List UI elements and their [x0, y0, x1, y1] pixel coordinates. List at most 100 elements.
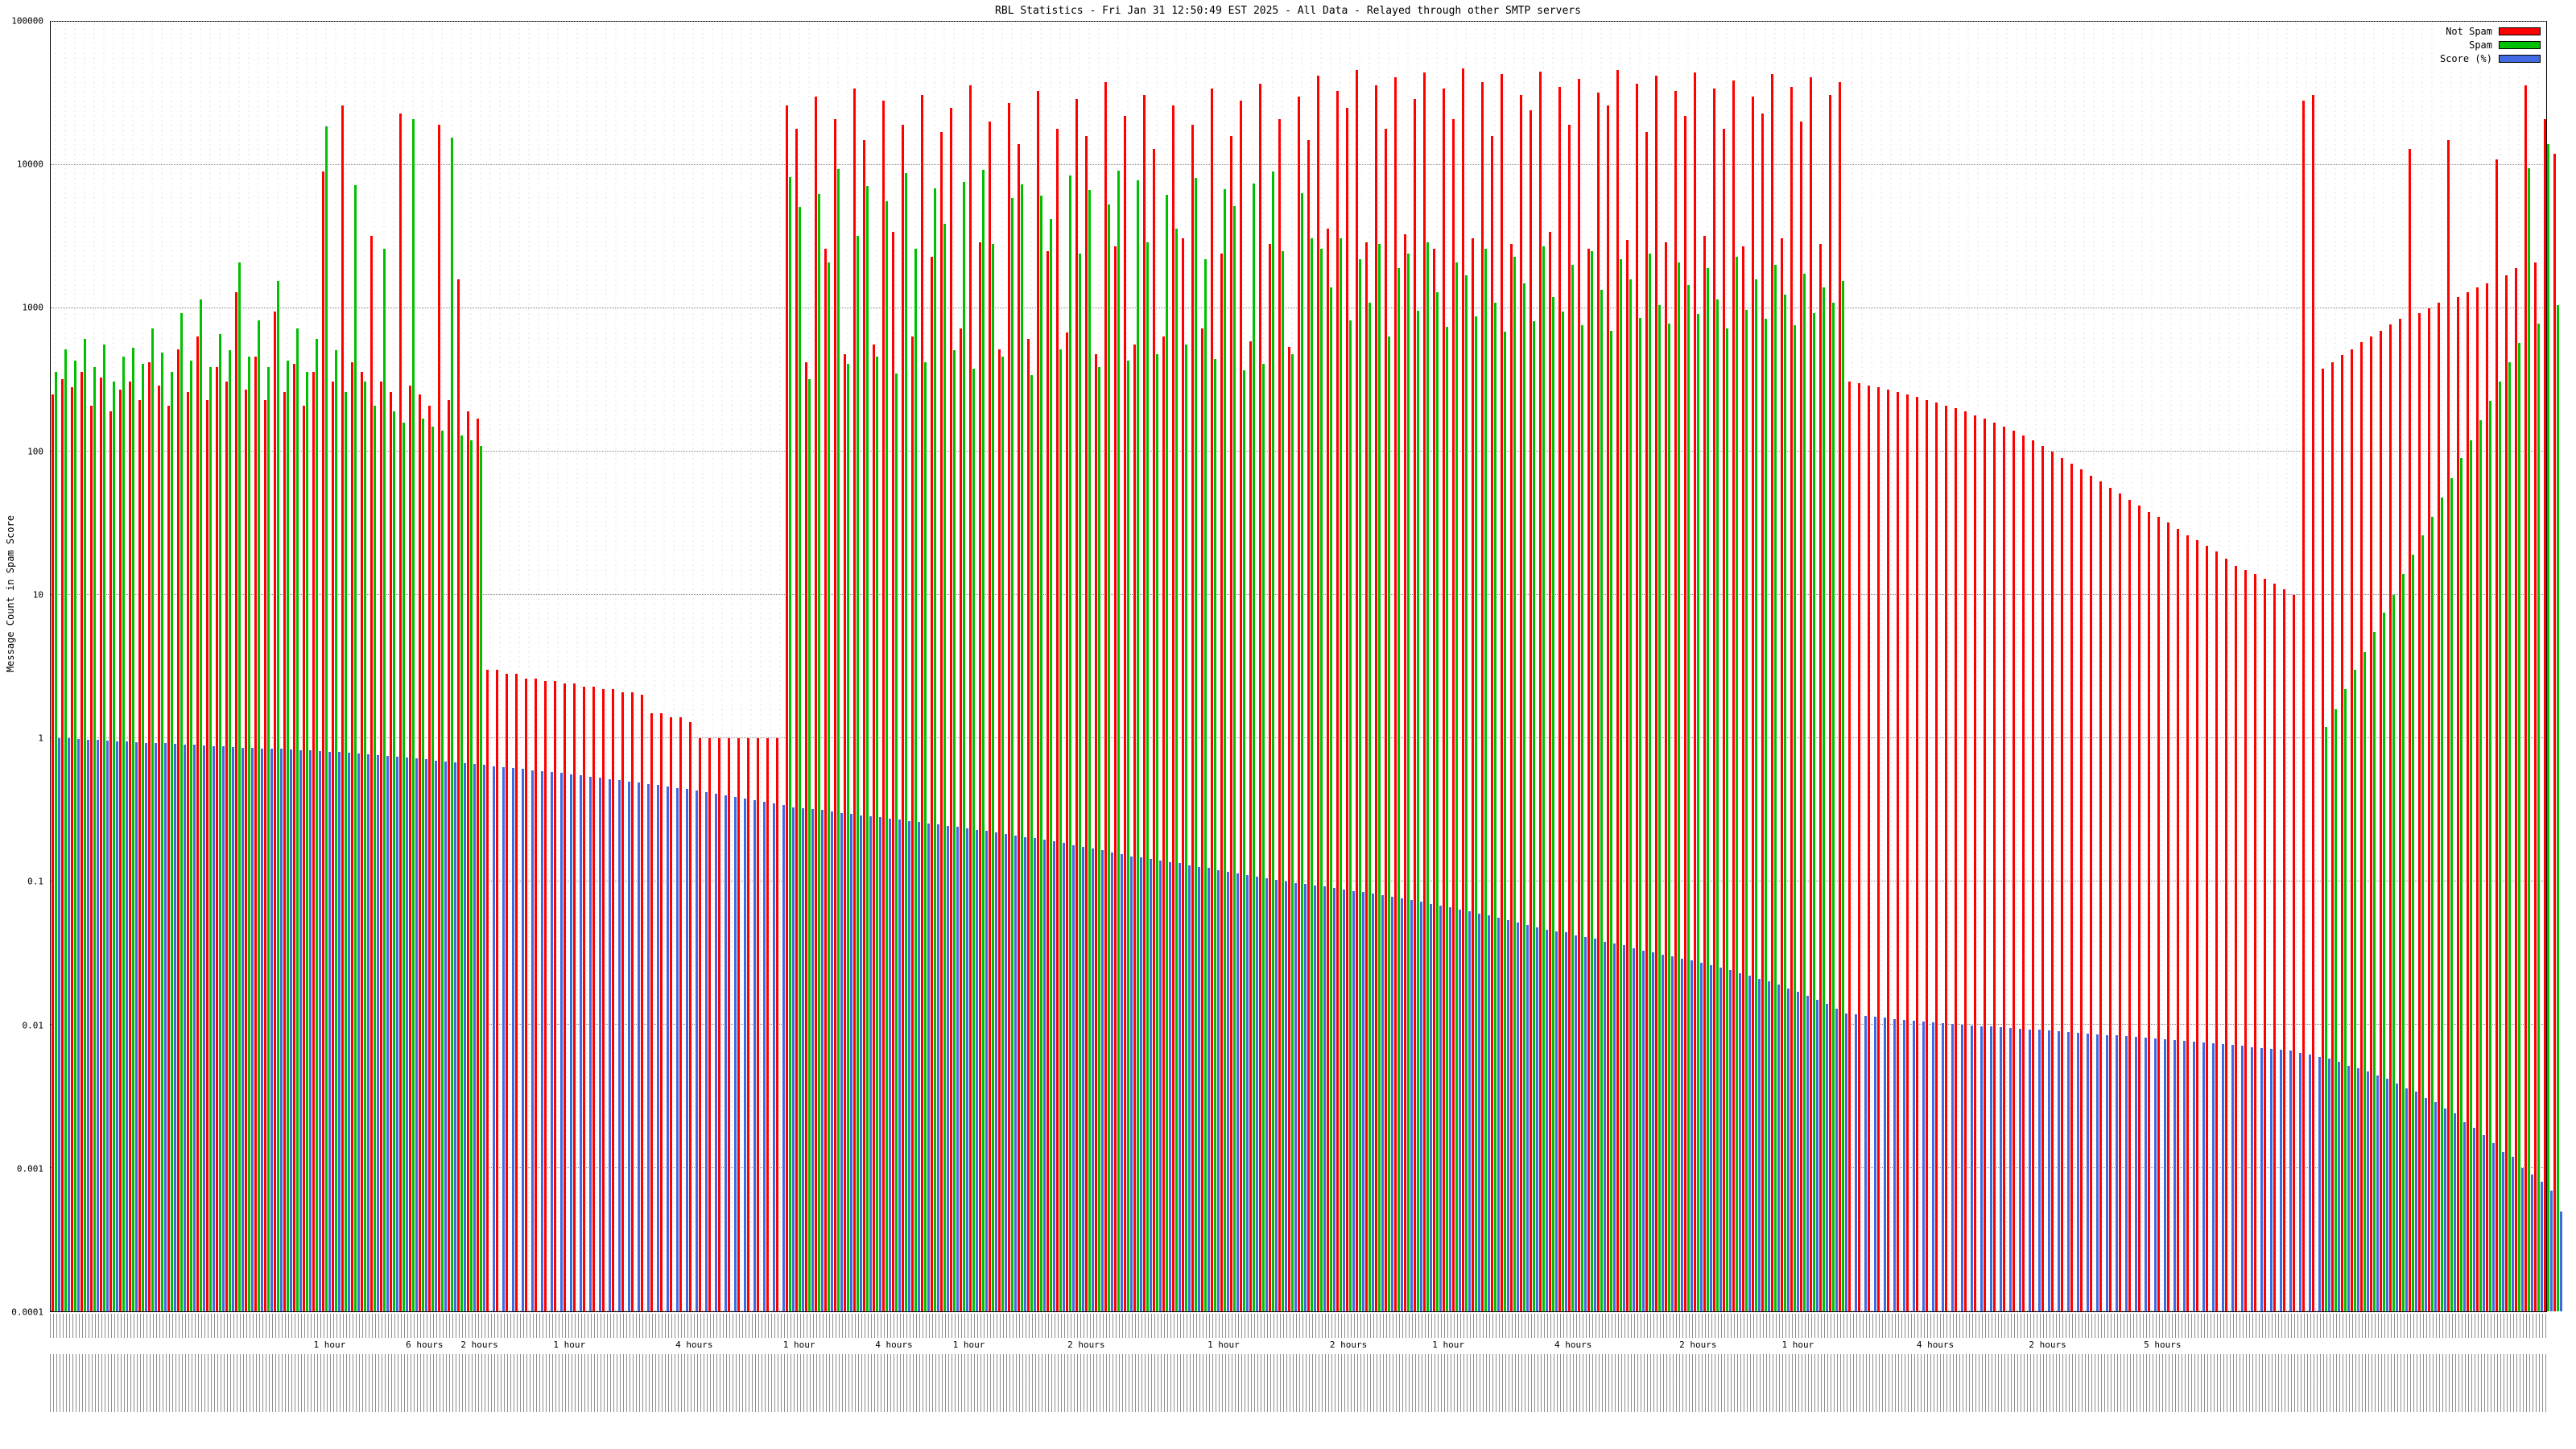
bar-score [1179, 863, 1181, 1311]
bar-group [1896, 22, 1905, 1311]
bar-score [2357, 1067, 2359, 1311]
bar-group [1007, 22, 1017, 1311]
bar-group [1239, 22, 1249, 1311]
bar-group [1432, 22, 1442, 1311]
bar-not-spam [206, 399, 208, 1311]
bar-score [1594, 938, 1596, 1311]
hour-marker-label: 2 hours [1329, 1340, 1368, 1350]
bar-not-spam [1298, 97, 1300, 1311]
bar-not-spam [177, 349, 180, 1311]
bar-group [1422, 22, 1432, 1311]
bar-group [1761, 22, 1770, 1311]
bar-not-spam [2109, 487, 2112, 1311]
bar-group [2388, 22, 2398, 1311]
bar-score [1275, 880, 1278, 1311]
bar-group [997, 22, 1007, 1311]
bar-spam [1340, 237, 1342, 1311]
bar-spam [2450, 478, 2453, 1311]
bar-spam [1127, 361, 1129, 1311]
bar-spam [306, 371, 308, 1311]
bar-group [2466, 22, 2475, 1311]
bar-score [1401, 898, 1403, 1311]
bar-group [398, 22, 408, 1311]
bar-score [415, 758, 418, 1311]
bar-spam [1581, 325, 1583, 1311]
bar-group [1818, 22, 1828, 1311]
bar-group [1480, 22, 1490, 1311]
bar-not-spam [1143, 94, 1146, 1311]
bar-score [705, 792, 708, 1311]
bar-group [1973, 22, 1983, 1311]
bar-not-spam [2322, 368, 2324, 1311]
bar-score [1468, 910, 1471, 1311]
bar-not-spam [196, 336, 199, 1311]
bar-group [80, 22, 89, 1311]
bar-score [2058, 1031, 2060, 1311]
bar-spam [2325, 726, 2327, 1311]
bar-not-spam [438, 125, 440, 1311]
bar-spam [451, 138, 453, 1311]
bar-not-spam [119, 390, 122, 1311]
bar-group [2244, 22, 2253, 1311]
bar-not-spam [1810, 76, 1812, 1311]
bar-group [891, 22, 901, 1311]
bar-score [280, 749, 283, 1311]
bar-not-spam [61, 379, 64, 1311]
bar-not-spam [225, 381, 228, 1311]
bar-spam [142, 363, 144, 1311]
bar-score [483, 765, 485, 1311]
bar-spam [2373, 632, 2376, 1311]
bar-spam [1629, 279, 1632, 1311]
bar-not-spam [660, 712, 663, 1311]
bar-not-spam [370, 236, 373, 1311]
bar-not-spam [1472, 237, 1474, 1311]
bar-score [2145, 1038, 2147, 1311]
bar-score [956, 827, 959, 1311]
bar-score [763, 801, 766, 1311]
bar-not-spam [718, 738, 720, 1311]
bar-not-spam [1327, 228, 1329, 1311]
bar-score [522, 769, 524, 1311]
bar-group [2311, 22, 2321, 1311]
bar-score [493, 766, 495, 1311]
bar-not-spam [1674, 90, 1677, 1311]
bar-not-spam [1974, 415, 1976, 1311]
bar-spam [876, 357, 878, 1311]
bar-not-spam [1027, 339, 1030, 1311]
bar-group [1413, 22, 1422, 1311]
bar-score [1787, 988, 1790, 1311]
bar-spam [1291, 353, 1294, 1311]
legend-row: Spam [2469, 39, 2541, 51]
bar-group [601, 22, 611, 1311]
bar-group [273, 22, 283, 1311]
bar-not-spam [1636, 83, 1638, 1311]
bar-score [2087, 1033, 2089, 1311]
bar-not-spam [1761, 113, 1764, 1311]
bar-group [1046, 22, 1055, 1311]
bar-not-spam [834, 118, 836, 1311]
bar-score [724, 795, 727, 1311]
bar-spam [1030, 375, 1033, 1311]
bar-spam [1562, 311, 1564, 1311]
bar-not-spam [1278, 118, 1281, 1311]
bar-score [840, 813, 843, 1311]
bar-group [138, 22, 147, 1311]
bar-spam [1639, 317, 1641, 1311]
bar-not-spam [1781, 237, 1783, 1311]
bar-score [1507, 919, 1509, 1311]
bar-group [234, 22, 244, 1311]
bar-score [1971, 1025, 1973, 1311]
bar-not-spam [1906, 394, 1909, 1311]
legend-label: Score (%) [2439, 53, 2492, 64]
bar-spam [1311, 237, 1313, 1311]
bar-score [869, 816, 872, 1311]
bar-spam [287, 361, 289, 1311]
bar-score [2309, 1054, 2311, 1311]
bars-container [51, 22, 2562, 1311]
bar-score [2270, 1048, 2273, 1311]
bar-score [1710, 965, 1712, 1311]
bar-spam [1166, 194, 1168, 1311]
bar-not-spam [1964, 411, 1967, 1311]
bar-group [2137, 22, 2147, 1311]
bar-score [164, 743, 167, 1311]
